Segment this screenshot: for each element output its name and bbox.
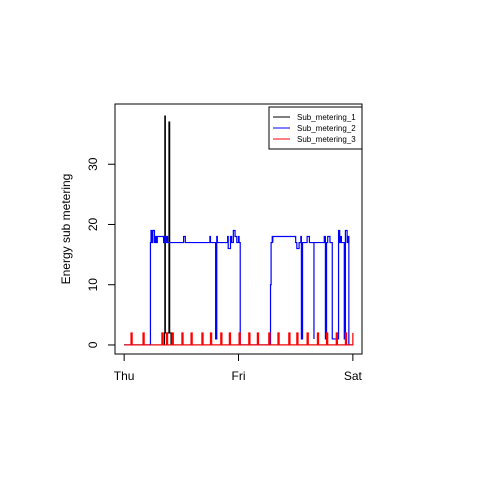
legend-label-sub-metering-1: Sub_metering_1 [297, 113, 356, 122]
x-tick-label: Fri [232, 369, 246, 383]
axes-layer: 0 10 20 30 Thu Fri Sat [86, 157, 363, 383]
series-layer [124, 115, 354, 346]
y-tick-label: 10 [86, 278, 100, 292]
y-tick-label: 30 [86, 157, 100, 171]
y-axis-title: Energy sub metering [59, 174, 73, 285]
legend: Sub_metering_1 Sub_metering_2 Sub_meteri… [268, 106, 363, 150]
x-tick-label: Sat [344, 369, 363, 383]
series-line-sub-metering-2 [124, 229, 353, 346]
legend-label-sub-metering-3: Sub_metering_3 [297, 135, 356, 144]
y-tick-label: 0 [86, 341, 100, 348]
legend-label-sub-metering-2: Sub_metering_2 [297, 124, 356, 133]
x-tick-label: Thu [114, 369, 135, 383]
series-line-sub-metering-3 [124, 332, 354, 346]
y-tick-label: 20 [86, 217, 100, 231]
